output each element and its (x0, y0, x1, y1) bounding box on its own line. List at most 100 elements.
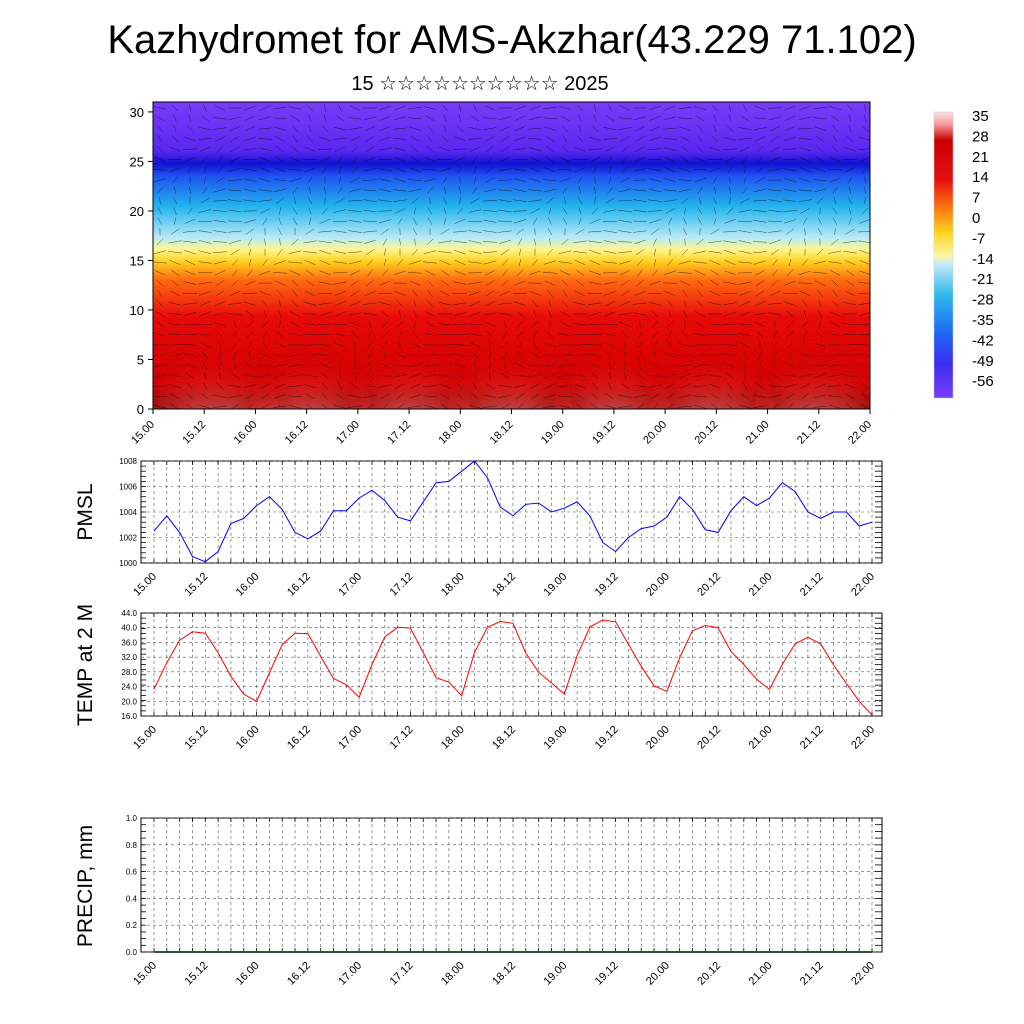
wind-barb (724, 311, 736, 317)
wind-barb (483, 127, 497, 130)
wind-barb (695, 321, 705, 328)
wind-barb (216, 145, 224, 153)
wind-barb (784, 126, 796, 132)
wind-barb (233, 331, 237, 339)
wind-barb (454, 249, 466, 255)
wind-barb (724, 259, 736, 266)
wind-barb (818, 300, 822, 308)
wind-barb (216, 331, 224, 338)
wind-barb (427, 125, 433, 132)
wind-barb (202, 186, 208, 194)
wind-barb (182, 344, 198, 346)
wind-barb (681, 248, 689, 256)
wind-barb (678, 363, 692, 368)
wind-barb (469, 291, 481, 296)
wind-barb (288, 261, 302, 264)
x-tick-label: 15.00 (131, 724, 159, 752)
wind-barb (588, 353, 602, 357)
wind-barb (608, 361, 612, 370)
wind-barb (365, 135, 375, 142)
wind-barb (813, 188, 827, 193)
wind-barb (394, 291, 406, 296)
wind-barb (619, 136, 631, 142)
wind-barb (394, 105, 406, 111)
wind-barb (292, 125, 298, 132)
wind-barb (363, 230, 377, 233)
wind-barb (317, 323, 333, 325)
wind-barb (303, 301, 317, 306)
wind-barb (832, 217, 838, 225)
wind-barb (213, 210, 227, 212)
wind-barb (663, 374, 677, 378)
wind-barb (697, 186, 703, 194)
wind-barb (681, 197, 689, 204)
wind-barb (770, 135, 780, 142)
wind-barb (858, 353, 870, 357)
wind-barb (408, 405, 422, 408)
wind-barb (338, 176, 342, 184)
wind-barb (543, 363, 557, 368)
wind-barb (861, 125, 869, 132)
wind-barb (309, 186, 311, 194)
wind-barb (170, 290, 180, 297)
wind-barb (548, 217, 552, 225)
wind-barb (513, 178, 527, 182)
wind-barb (153, 404, 167, 409)
wind-barb (623, 372, 627, 380)
wind-barb (408, 260, 422, 265)
wind-barb (633, 116, 647, 121)
wind-barb (843, 240, 857, 244)
wind-barb (458, 186, 462, 194)
wind-barb (244, 136, 256, 142)
wind-barb (802, 217, 808, 225)
wind-barb (336, 393, 344, 400)
x-tick-label: 18.12 (490, 960, 518, 988)
wind-barb (679, 383, 691, 389)
wind-barb (528, 189, 542, 192)
wind-barb (633, 312, 647, 316)
wind-barb (473, 166, 477, 174)
wind-barb (153, 250, 167, 255)
wind-barb (368, 320, 372, 328)
wind-barb (832, 186, 838, 194)
wind-barb (363, 168, 377, 172)
wind-barb (292, 289, 298, 297)
wind-barb (393, 116, 407, 121)
wind-barb (500, 135, 510, 142)
wind-barb (753, 312, 767, 316)
wind-barb (351, 331, 359, 338)
wind-barb (620, 290, 630, 297)
wind-barb (603, 404, 617, 409)
wind-barb (589, 362, 601, 369)
warm-surface-cell (350, 339, 470, 409)
wind-barb (259, 177, 271, 183)
wind-barb (457, 393, 463, 400)
x-tick-label: 20.00 (644, 571, 672, 599)
wind-barb (424, 270, 436, 276)
x-tick-label: 19.00 (541, 571, 569, 599)
wind-barb (669, 228, 671, 236)
wind-barb (259, 352, 271, 358)
data-series-line (153, 619, 873, 716)
wind-barb (173, 217, 177, 225)
wind-barb (334, 301, 346, 307)
wind-barb (233, 320, 237, 328)
wind-barb (304, 383, 316, 389)
wind-barb (694, 270, 706, 276)
wind-barb (603, 332, 617, 337)
wind-barb (483, 210, 497, 212)
wind-barb (350, 280, 360, 287)
wind-barb (438, 343, 452, 346)
wind-barb (753, 117, 767, 120)
wind-barb (593, 186, 597, 194)
wind-barb (768, 209, 782, 213)
wind-barb (663, 147, 677, 152)
wind-barb (546, 197, 554, 204)
wind-barb (589, 270, 601, 276)
wind-barb (364, 156, 376, 163)
wind-barb (351, 166, 359, 174)
wind-barb (333, 261, 347, 264)
wind-barb (488, 351, 492, 359)
wind-barb (519, 248, 521, 256)
wind-barb (378, 219, 392, 224)
